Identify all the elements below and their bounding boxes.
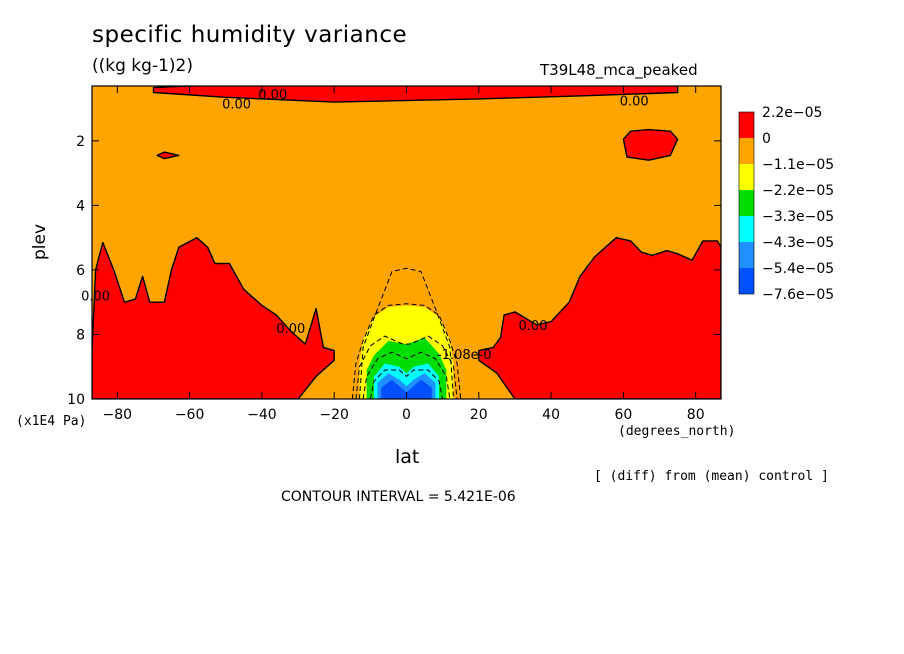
legend-level-label: 2.2e−05 — [762, 105, 822, 121]
contour-label-3: 0.00 — [81, 290, 110, 305]
legend-swatch-4 — [739, 216, 754, 242]
legend-swatch-5 — [739, 242, 754, 268]
contour-region-positive-0 — [152, 86, 679, 103]
diff-note: [ (diff) from (mean) control ] — [594, 469, 829, 484]
legend-swatch-1 — [739, 138, 754, 164]
units-label: ((kg kg-1)2) — [92, 56, 193, 76]
x-tick-label: −80 — [103, 407, 133, 423]
contour-region-positive-2 — [156, 151, 180, 160]
legend-level-label: 0 — [762, 131, 771, 147]
contour-label-5: 0.00 — [519, 319, 548, 334]
contour-region-neg5-9 — [381, 379, 432, 399]
legend-level-label: −5.4e−05 — [762, 261, 834, 277]
dashed-contour-4 — [369, 369, 444, 399]
contour-region-positive-3 — [92, 236, 335, 399]
contour-interval-label: CONTOUR INTERVAL = 5.421E-06 — [281, 489, 516, 505]
contour-region-positive-1 — [622, 128, 679, 161]
x-tick-label: 20 — [470, 407, 488, 423]
x-tick-label: −40 — [247, 407, 277, 423]
x-tick-label: 0 — [402, 407, 411, 423]
legend-swatch-6 — [739, 268, 754, 294]
y-tick-label: 4 — [76, 198, 85, 214]
legend-frame — [738, 111, 755, 295]
legend-level-label: −4.3e−05 — [762, 235, 834, 251]
legend-level-label: −7.6e−05 — [762, 287, 834, 303]
dashed-contour-3 — [362, 351, 451, 399]
legend-swatch-3 — [739, 190, 754, 216]
x-tick-label: 60 — [614, 407, 632, 423]
legend-level-label: −2.2e−05 — [762, 183, 834, 199]
contour-label-6: -1.08e-0 — [437, 348, 492, 363]
legend-level-label: −3.3e−05 — [762, 209, 834, 225]
contour-fill-group — [92, 86, 721, 399]
y-tick-label: 2 — [76, 134, 85, 150]
x-unit-label: (degrees_north) — [618, 424, 736, 439]
y-tick-label: 6 — [76, 263, 85, 279]
chart-title: specific humidity variance — [92, 22, 408, 48]
dashed-contour-1 — [351, 303, 462, 399]
legend-swatch-2 — [739, 164, 754, 190]
contour-label-2: 0.00 — [620, 95, 649, 110]
experiment-label: T39L48_mca_peaked — [540, 61, 698, 79]
x-tick-label: −20 — [319, 407, 349, 423]
x-tick-label: −60 — [175, 407, 205, 423]
x-axis-label: lat — [395, 446, 420, 468]
legend-swatch-0 — [739, 112, 754, 138]
y-scale-label: (x1E4 Pa) — [16, 414, 87, 429]
contour-label-0: 0.00 — [258, 88, 287, 103]
contour-label-4: 0.00 — [276, 322, 305, 337]
legend-level-label: −1.1e−05 — [762, 157, 834, 173]
y-tick-label: 10 — [67, 392, 85, 408]
contour-region-positive-4 — [478, 236, 721, 399]
dashed-contour-0 — [359, 267, 454, 399]
x-tick-label: 80 — [687, 407, 705, 423]
contour-label-1: 0.00 — [222, 98, 251, 113]
y-tick-label: 8 — [76, 327, 85, 343]
dashed-contour-2 — [355, 335, 458, 399]
x-tick-label: 40 — [542, 407, 560, 423]
